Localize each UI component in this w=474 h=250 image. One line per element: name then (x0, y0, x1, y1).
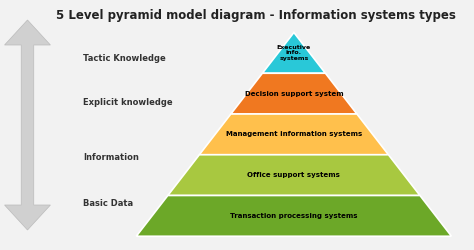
Polygon shape (199, 114, 388, 155)
Text: 5 Level pyramid model diagram - Information systems types: 5 Level pyramid model diagram - Informat… (56, 9, 456, 22)
Polygon shape (5, 20, 50, 230)
Polygon shape (262, 32, 325, 73)
Text: Transaction processing systems: Transaction processing systems (230, 213, 357, 219)
Text: Executive
info.
systems: Executive info. systems (277, 44, 311, 61)
Text: Decision support system: Decision support system (245, 90, 343, 96)
Text: Office support systems: Office support systems (247, 172, 340, 178)
Text: Explicit knowledge: Explicit knowledge (83, 98, 173, 107)
Polygon shape (231, 73, 357, 114)
Polygon shape (168, 155, 420, 196)
Text: Tactic Knowledge: Tactic Knowledge (83, 54, 166, 63)
Polygon shape (136, 196, 451, 236)
Text: Information: Information (83, 153, 139, 162)
Text: Basic Data: Basic Data (83, 199, 133, 208)
Text: Management information systems: Management information systems (226, 132, 362, 138)
